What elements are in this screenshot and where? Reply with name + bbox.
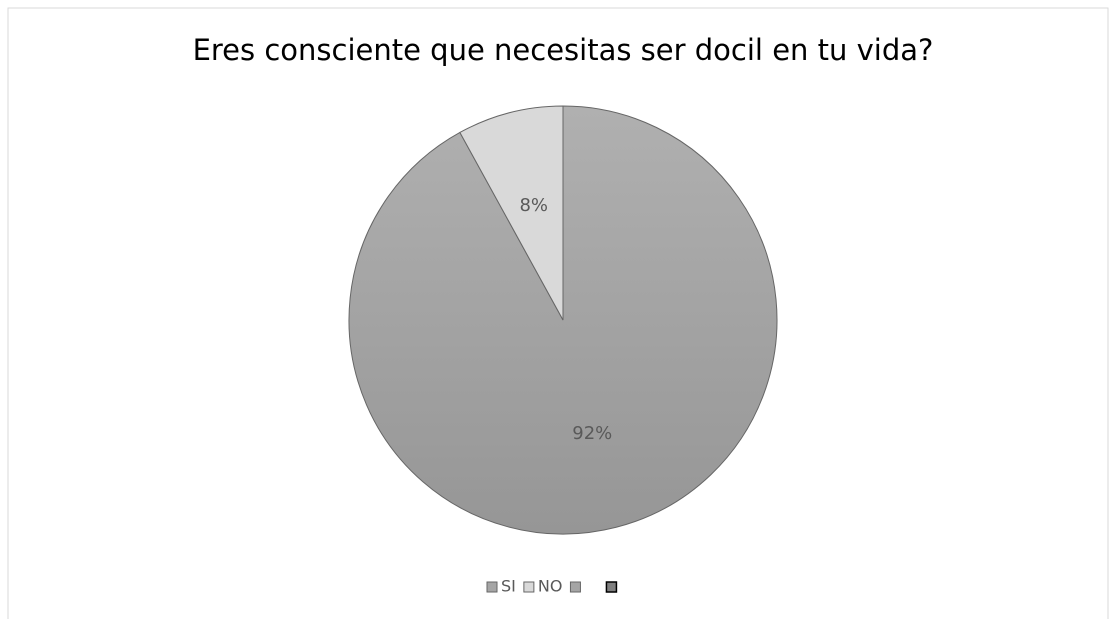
- pie-slice: [348, 105, 778, 535]
- legend-swatch: [569, 581, 581, 593]
- legend-swatch: [486, 581, 498, 593]
- legend-swatch: [523, 581, 535, 593]
- chart-title: Eres consciente que necesitas ser docil …: [193, 33, 934, 67]
- data-label: 8%: [519, 195, 548, 216]
- legend-swatch: [605, 581, 618, 593]
- data-label: 92%: [572, 423, 612, 444]
- pie-slice: [459, 105, 564, 321]
- legend-label: SI: [501, 577, 516, 596]
- legend-label: NO: [538, 577, 563, 596]
